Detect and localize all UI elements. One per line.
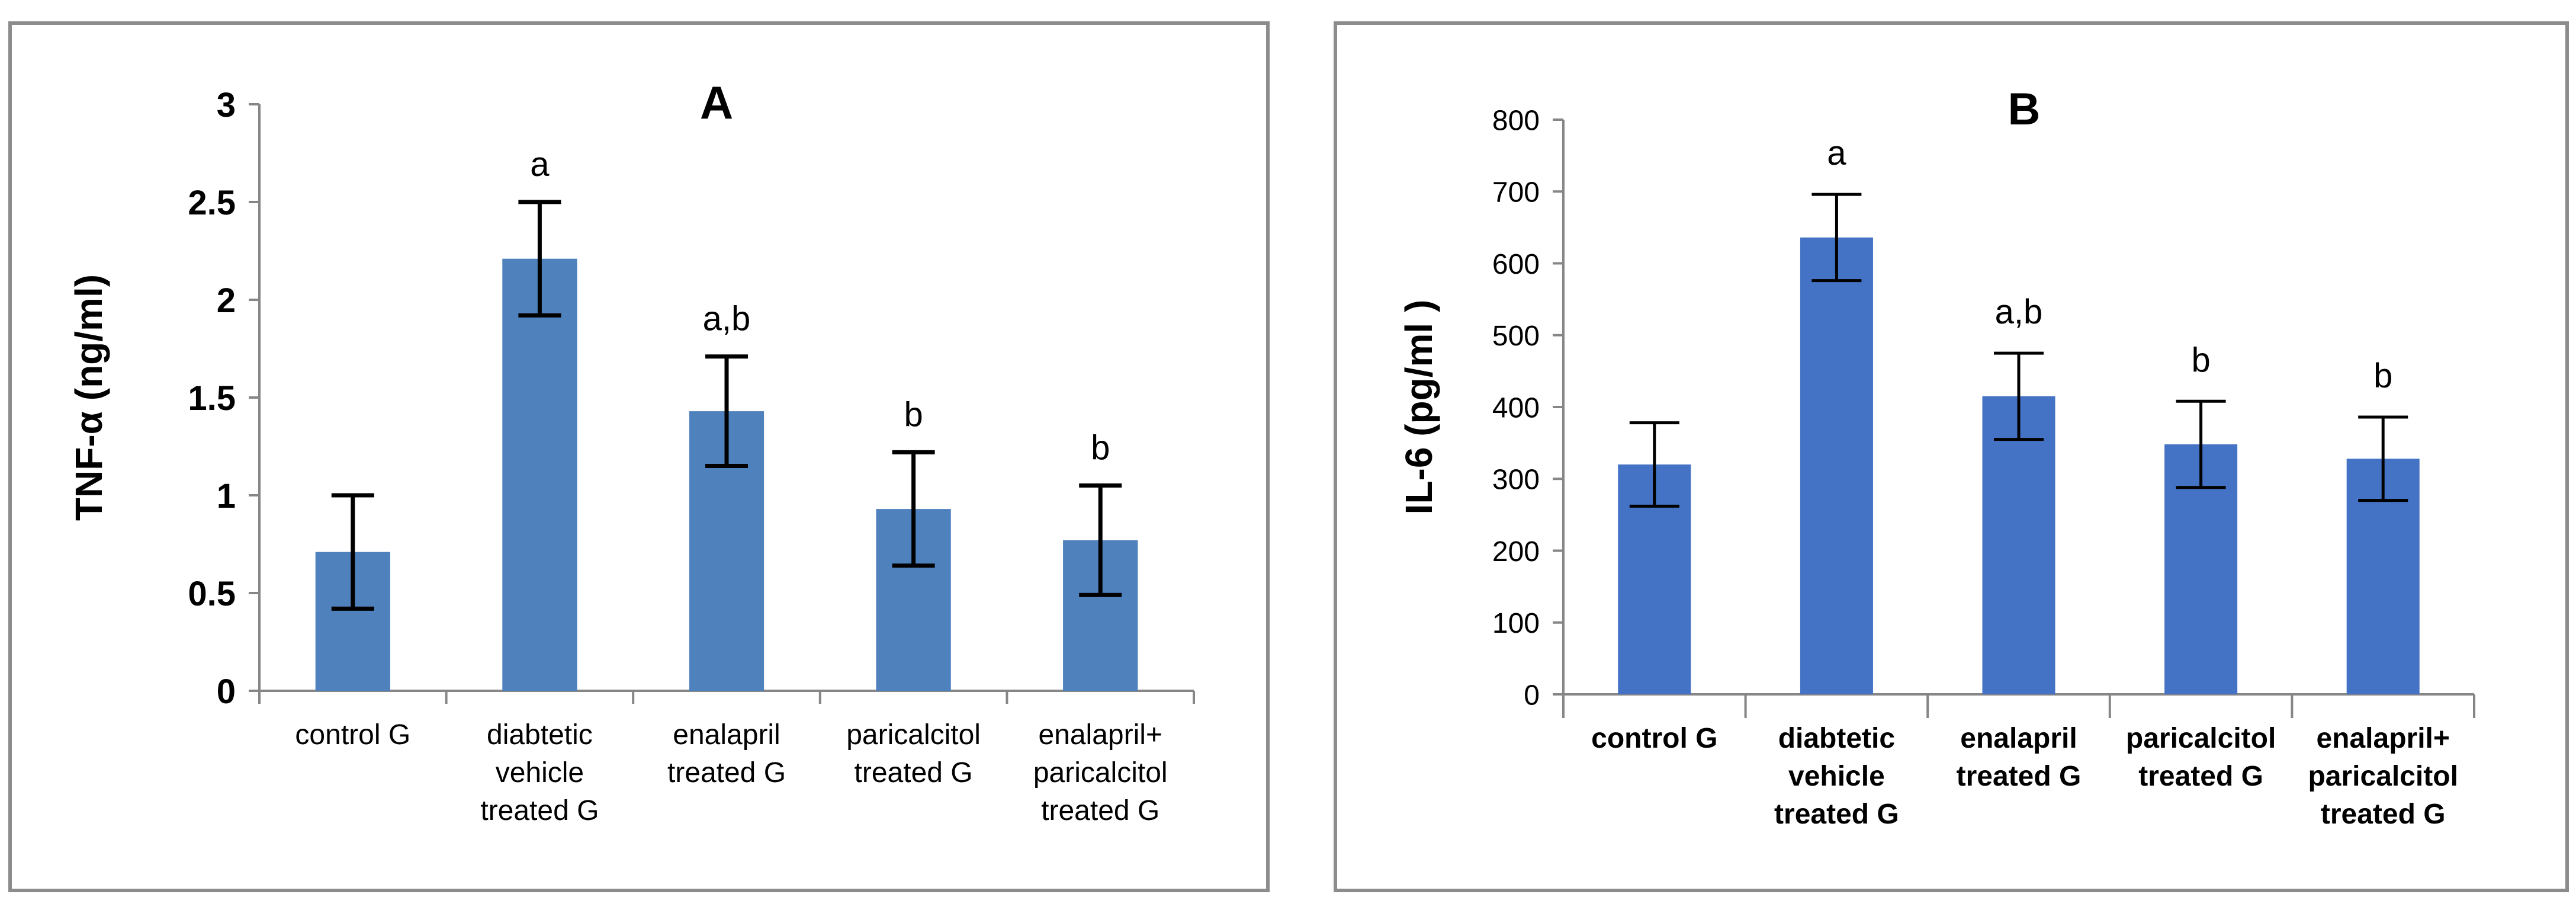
chart-b-category-label: paricalcitol (2126, 723, 2276, 754)
chart-b-category-label: diabtetic (1778, 723, 1895, 754)
chart-panel-a: 0 0.5 1 1.5 2 2.5 3 control G a diabtetic vehicle t… (8, 21, 1270, 892)
chart-a-title: A (700, 76, 733, 129)
chart-a-category-label: treated G (480, 795, 599, 826)
chart-a-y-tick-label: 2 (217, 281, 236, 320)
chart-b-category-label: enalapril+ (2316, 723, 2449, 754)
chart-b-significance-label: a,b (1995, 293, 2043, 331)
chart-b-y-tick-label: 500 (1492, 321, 1540, 352)
chart-b-y-tick-label: 100 (1492, 608, 1540, 639)
chart-b-title: B (2008, 84, 2041, 134)
chart-b-y-tick-label: 200 (1492, 536, 1540, 568)
chart-a-y-tick-label: 0 (217, 672, 236, 711)
chart-a-bar (502, 258, 577, 691)
chart-a-significance-label: b (1091, 429, 1110, 467)
chart-b-y-tick-label: 600 (1492, 249, 1540, 280)
chart-a-category-label: enalapril (673, 719, 780, 751)
chart-a-category-label: paricalcitol (1033, 757, 1168, 789)
chart-a-category-label: treated G (1041, 795, 1159, 826)
chart-b-category-label: paricalcitol (2308, 761, 2458, 792)
chart-a-category-label: enalapril+ (1038, 719, 1162, 751)
chart-b-category-label: treated G (1957, 761, 2082, 792)
chart-b-svg: 0 100 200 300 400 500 600 700 800 control G a diabt… (1398, 84, 2475, 830)
chart-b-bar (1982, 396, 2055, 694)
chart-b-y-axis-label: IL-6 (pg/ml ) (1398, 300, 1440, 515)
chart-a-y-tick-label: 1 (217, 477, 236, 515)
chart-b-y-tick-label: 0 (1524, 680, 1540, 711)
chart-b-category-label: control G (1591, 723, 1717, 754)
chart-b-category-label: treated G (2138, 761, 2263, 792)
chart-a-category-label: diabtetic (487, 719, 593, 751)
chart-b-y-tick-label: 300 (1492, 464, 1540, 496)
chart-a-y-tick-label: 1.5 (188, 379, 236, 418)
chart-a-y-tick-label: 2.5 (188, 184, 236, 222)
chart-b-significance-label: a (1827, 134, 1846, 172)
chart-b-category-label: enalapril (1960, 723, 2077, 754)
chart-a-category-label: vehicle (496, 757, 584, 789)
chart-b-significance-label: b (2373, 357, 2392, 395)
chart-b-category-label: vehicle (1788, 761, 1885, 792)
chart-b-y-tick-label: 700 (1492, 177, 1540, 209)
chart-b-y-tick-label: 800 (1492, 105, 1540, 136)
chart-a-y-axis-label: TNF-α (ng/ml) (68, 274, 110, 521)
chart-b-significance-label: b (2191, 341, 2210, 379)
chart-a-category-label: control G (295, 719, 410, 751)
chart-a-y-tick-label: 3 (217, 86, 236, 124)
chart-a-significance-label: b (904, 395, 923, 434)
chart-a-significance-label: a (530, 145, 550, 184)
chart-panel-b: 0 100 200 300 400 500 600 700 800 control G a diabt… (1334, 21, 2569, 892)
chart-a-svg: 0 0.5 1 1.5 2 2.5 3 control G a diabtetic vehicle t… (68, 76, 1195, 826)
chart-a-category-label: treated G (855, 757, 973, 789)
chart-b-category-label: treated G (2321, 799, 2446, 830)
chart-a-category-label: treated G (667, 757, 786, 789)
chart-b-bar (1800, 237, 1873, 695)
chart-a-y-tick-label: 0.5 (188, 575, 236, 613)
chart-b-category-label: treated G (1774, 799, 1899, 830)
chart-b-y-tick-label: 400 (1492, 392, 1540, 424)
chart-a-category-label: paricalcitol (846, 719, 981, 751)
chart-a-significance-label: a,b (703, 300, 751, 338)
